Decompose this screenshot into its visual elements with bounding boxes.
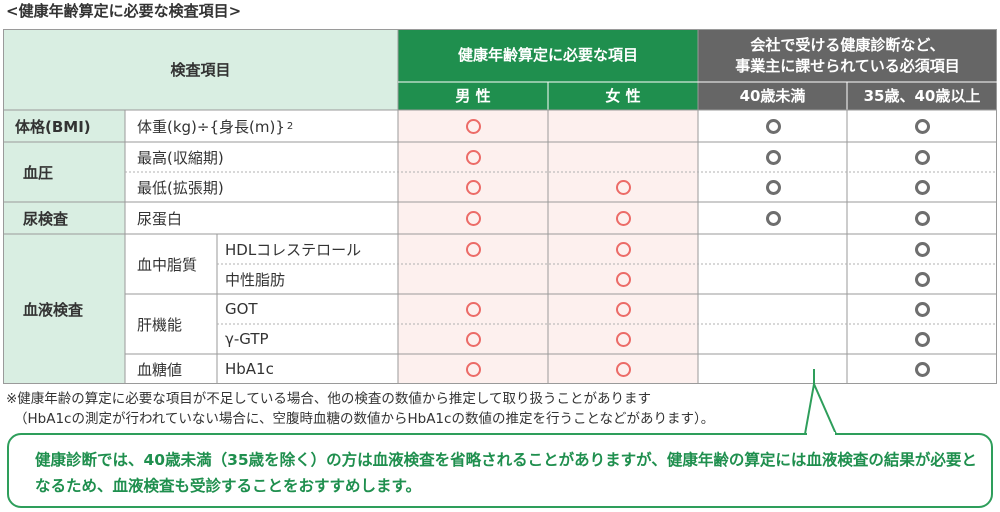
callout-text: 健康診断では、40歳未満（35歳を除く）の方は血液検査を省略されることがあります…: [35, 451, 977, 495]
mark-over40-row-1: [914, 149, 930, 165]
required-header-bg: [398, 29, 698, 82]
category-column-bg: [3, 110, 125, 384]
item-label-triglyceride: 中性脂肪: [225, 270, 286, 289]
col-male: 男 性: [455, 86, 491, 105]
note-line-1: ※健康年齢の算定に必要な項目が不足している場合、他の検査の数値から推定して取り扱…: [6, 391, 652, 407]
mark-under40-row-3: [765, 210, 781, 226]
category-blood-pressure: 血圧: [23, 163, 54, 182]
item-label-hba1c: HbA1c: [225, 360, 274, 378]
table-grid: [3, 29, 997, 384]
header-required-items: 健康年齢算定に必要な項目: [457, 46, 638, 64]
recommendation-callout: 健康診断では、40歳未満（35歳を除く）の方は血液検査を省略されることがあります…: [7, 433, 993, 508]
company-header-bg: [698, 29, 997, 82]
mark-female-row-6: [615, 301, 631, 317]
header-company-line2: 事業主に課せられている必須項目: [735, 57, 960, 75]
bmi-formula-superscript: 2: [286, 120, 294, 132]
mark-over40-row-0: [914, 118, 930, 134]
mark-over40-row-5: [914, 271, 930, 287]
group-lipid: 血中脂質: [137, 255, 198, 274]
mark-male-row-0: [465, 118, 481, 134]
mark-under40-row-0: [765, 118, 781, 134]
item-label-hdl: HDLコレステロール: [225, 240, 362, 259]
mark-over40-row-3: [914, 210, 930, 226]
mark-male-row-6: [465, 301, 481, 317]
note-line-2: （HbA1cの測定が行われていない場合に、空腹時血糖の数値からHbA1cの数値の…: [14, 411, 715, 427]
mark-over40-row-7: [914, 331, 930, 347]
mark-male-row-3: [465, 210, 481, 226]
item-label-bmi-formula: 体重(kg)÷{身長(m)} 2: [137, 110, 293, 142]
group-glucose: 血糖値: [137, 360, 183, 379]
mark-over40-row-4: [914, 241, 930, 257]
item-label-gtp: γ-GTP: [225, 330, 269, 348]
header-company-line1: 会社で受ける健康診断など、: [750, 36, 945, 54]
page-title: <健康年齢算定に必要な検査項目>: [6, 2, 242, 20]
category-bmi: 体格(BMI): [15, 117, 91, 136]
mark-female-row-5: [615, 271, 631, 287]
col-under-40: 40歳未満: [739, 86, 806, 105]
mark-female-row-4: [615, 241, 631, 257]
bmi-formula-text: 体重(kg)÷{身長(m)}: [137, 117, 285, 136]
mark-male-row-1: [465, 149, 481, 165]
mark-under40-row-1: [765, 149, 781, 165]
header-item-bg: [3, 29, 398, 110]
mark-male-row-8: [465, 361, 481, 377]
category-urine: 尿検査: [23, 209, 69, 228]
exam-items-table: 検査項目 健康年齢算定に必要な項目 会社で受ける健康診断など、 事業主に課せられ…: [3, 29, 997, 384]
mark-under40-row-2: [765, 179, 781, 195]
item-label-urine-protein: 尿蛋白: [137, 209, 183, 228]
mark-female-row-7: [615, 331, 631, 347]
header-exam-item: 検査項目: [170, 61, 231, 79]
mark-over40-row-2: [914, 179, 930, 195]
mark-female-row-8: [615, 361, 631, 377]
mark-over40-row-6: [914, 301, 930, 317]
mark-female-row-2: [615, 179, 631, 195]
mark-male-row-7: [465, 331, 481, 347]
item-label-systolic: 最高(収縮期): [137, 148, 224, 167]
col-female: 女 性: [605, 86, 641, 105]
mark-male-row-2: [465, 179, 481, 195]
mark-male-row-4: [465, 241, 481, 257]
item-label-got: GOT: [225, 300, 258, 318]
mark-female-row-3: [615, 210, 631, 226]
group-liver: 肝機能: [137, 315, 183, 334]
item-label-diastolic: 最低(拡張期): [137, 178, 224, 197]
header-company-items: 会社で受ける健康診断など、 事業主に課せられている必須項目: [698, 31, 997, 81]
category-blood-test: 血液検査: [23, 300, 84, 319]
col-35-40-plus: 35歳、40歳以上: [863, 86, 981, 105]
mark-over40-row-8: [914, 361, 930, 377]
